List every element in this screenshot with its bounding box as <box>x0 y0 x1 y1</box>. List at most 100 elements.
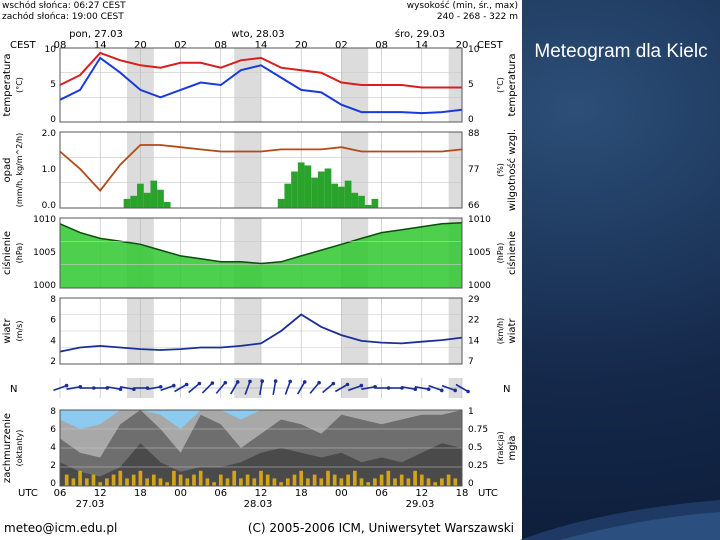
left-tick: 1000 <box>33 281 56 291</box>
cest-tick: 14 <box>415 40 428 51</box>
wind-arrow-head <box>235 380 240 384</box>
wind-arrow <box>347 384 362 392</box>
precip-bar <box>324 168 332 208</box>
precip-bar <box>123 198 131 208</box>
fog-bar <box>232 470 237 486</box>
footer-copyright: (C) 2005-2006 ICM, Uniwersytet Warszawsk… <box>248 521 514 535</box>
compass-n-left: N <box>10 384 17 395</box>
left-tick: 1.0 <box>42 165 57 175</box>
wind-arrow <box>146 385 161 391</box>
wind-arrow <box>441 384 456 392</box>
cest-tick: 08 <box>54 40 67 51</box>
wind-arrow <box>215 382 226 394</box>
wind-arrow <box>284 381 291 395</box>
fog-bar <box>426 478 431 486</box>
precip-bar <box>163 201 171 208</box>
left-axis-label: ciśnienie <box>1 231 13 275</box>
wind-arrow <box>401 385 416 391</box>
wind-arrow <box>414 385 429 391</box>
wind-arrow-head <box>317 380 321 385</box>
decorative-wave <box>520 500 720 540</box>
right-tick: 0.25 <box>468 461 488 471</box>
right-tick: 7 <box>468 357 474 367</box>
utc-tick: 06 <box>214 488 227 499</box>
wind-arrow <box>230 381 239 395</box>
utc-tick: 12 <box>255 488 268 499</box>
day-label: wto, 28.03 <box>231 29 284 40</box>
wind-arrow-head <box>64 383 69 388</box>
wind-arrow <box>297 381 306 395</box>
left-tick: 8 <box>50 407 56 417</box>
night-band-1-3 <box>448 132 462 208</box>
fog-bar <box>192 474 196 486</box>
right-tick: 22 <box>468 316 479 326</box>
cest-tick: 02 <box>335 40 348 51</box>
left-axis-unit: (mm/h, kg/m^2/h) <box>15 133 24 207</box>
precip-bar <box>157 189 164 208</box>
right-tick: 1010 <box>468 215 491 225</box>
utc-tick: 18 <box>295 488 308 499</box>
left-tick: 1010 <box>33 215 56 225</box>
fog-bar <box>379 474 384 486</box>
slide-title: Meteogram dla Kielc <box>534 41 708 62</box>
fog-bar <box>198 470 203 486</box>
fog-bar <box>366 482 371 486</box>
utc-tick: 00 <box>335 488 348 499</box>
wind-arrow <box>106 385 121 391</box>
right-axis-unit: (km/h) <box>496 318 505 344</box>
cloud-low-area <box>60 443 462 486</box>
right-axis-unit: (frakcja) <box>496 431 505 464</box>
fog-bar <box>292 474 297 486</box>
right-axis-unit: (°C) <box>496 77 505 93</box>
wind-arrow <box>201 382 213 394</box>
fog-bar <box>299 470 304 486</box>
utc-tick: 12 <box>94 488 107 499</box>
fog-bar <box>105 478 109 486</box>
precip-bar <box>291 171 298 208</box>
fog-bar <box>158 478 163 486</box>
precip-bar <box>344 180 352 208</box>
wind-arrow-head <box>453 388 457 393</box>
wind-arrow-head <box>359 383 364 388</box>
wind-arrow-head <box>466 389 470 394</box>
right-axis-unit: (hPa) <box>496 243 505 264</box>
precip-bar <box>137 183 144 208</box>
cest-tick: 02 <box>174 40 187 51</box>
wind-line <box>59 313 463 353</box>
bottom-date: 27.03 <box>76 499 105 510</box>
wind-arrow-head <box>158 384 163 389</box>
utc-tick: 18 <box>134 488 147 499</box>
wind-arrow-head <box>248 379 252 384</box>
left-axis-unit: (°C) <box>15 77 24 93</box>
right-tick: 5 <box>468 80 474 90</box>
night-band-0-3 <box>448 48 462 122</box>
fog-bar <box>71 478 76 486</box>
fog-bar <box>84 478 89 486</box>
precip-bar <box>297 162 305 208</box>
wind-arrow <box>455 383 469 393</box>
right-axis-label: temperatura <box>507 53 518 116</box>
precip-bar <box>351 192 359 208</box>
fog-bar <box>386 470 391 486</box>
left-tick: 6 <box>50 425 56 435</box>
fog-bar <box>413 470 417 486</box>
sunrise-text: wschód słońca: 06:27 CEST <box>2 0 126 11</box>
wind-arrow-head <box>184 382 189 387</box>
right-tick: 77 <box>468 165 479 175</box>
fog-bar <box>453 478 458 486</box>
right-tick: 1 <box>468 407 474 417</box>
wind-arrow <box>272 380 277 396</box>
wind-arrow-head <box>273 379 278 383</box>
precip-bar <box>130 195 138 208</box>
sunset-text: zachód słońca: 19:00 CEST <box>2 11 124 22</box>
fog-bar <box>306 478 310 486</box>
utc-tick: 00 <box>174 488 187 499</box>
precip-bar <box>338 186 345 208</box>
precip-bar <box>143 192 151 208</box>
wind-arrow <box>309 382 320 394</box>
utc-tick: 18 <box>456 488 469 499</box>
right-tick: 1000 <box>468 281 491 291</box>
fog-bar <box>118 470 123 486</box>
bottom-date: 28.03 <box>244 499 273 510</box>
humidity-line <box>59 144 463 192</box>
